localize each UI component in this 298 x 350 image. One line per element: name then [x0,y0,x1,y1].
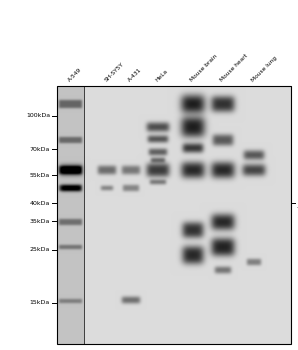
Text: HeLa: HeLa [154,69,169,83]
Text: 55kDa: 55kDa [30,173,50,177]
Text: 15kDa: 15kDa [30,300,50,305]
Text: 100kDa: 100kDa [26,113,50,118]
Text: Mouse brain: Mouse brain [190,54,219,83]
Text: SH-SY5Y: SH-SY5Y [103,62,125,83]
Text: 25kDa: 25kDa [30,247,50,252]
Text: Mouse lung: Mouse lung [250,55,278,83]
Text: 70kDa: 70kDa [30,147,50,152]
Text: A-549: A-549 [67,67,83,83]
Text: Mouse heart: Mouse heart [219,54,249,83]
Text: JAM2: JAM2 [297,199,298,208]
Text: 40kDa: 40kDa [30,201,50,206]
Text: A-431: A-431 [128,67,143,83]
Bar [57,86,291,344]
Text: 35kDa: 35kDa [30,219,50,224]
